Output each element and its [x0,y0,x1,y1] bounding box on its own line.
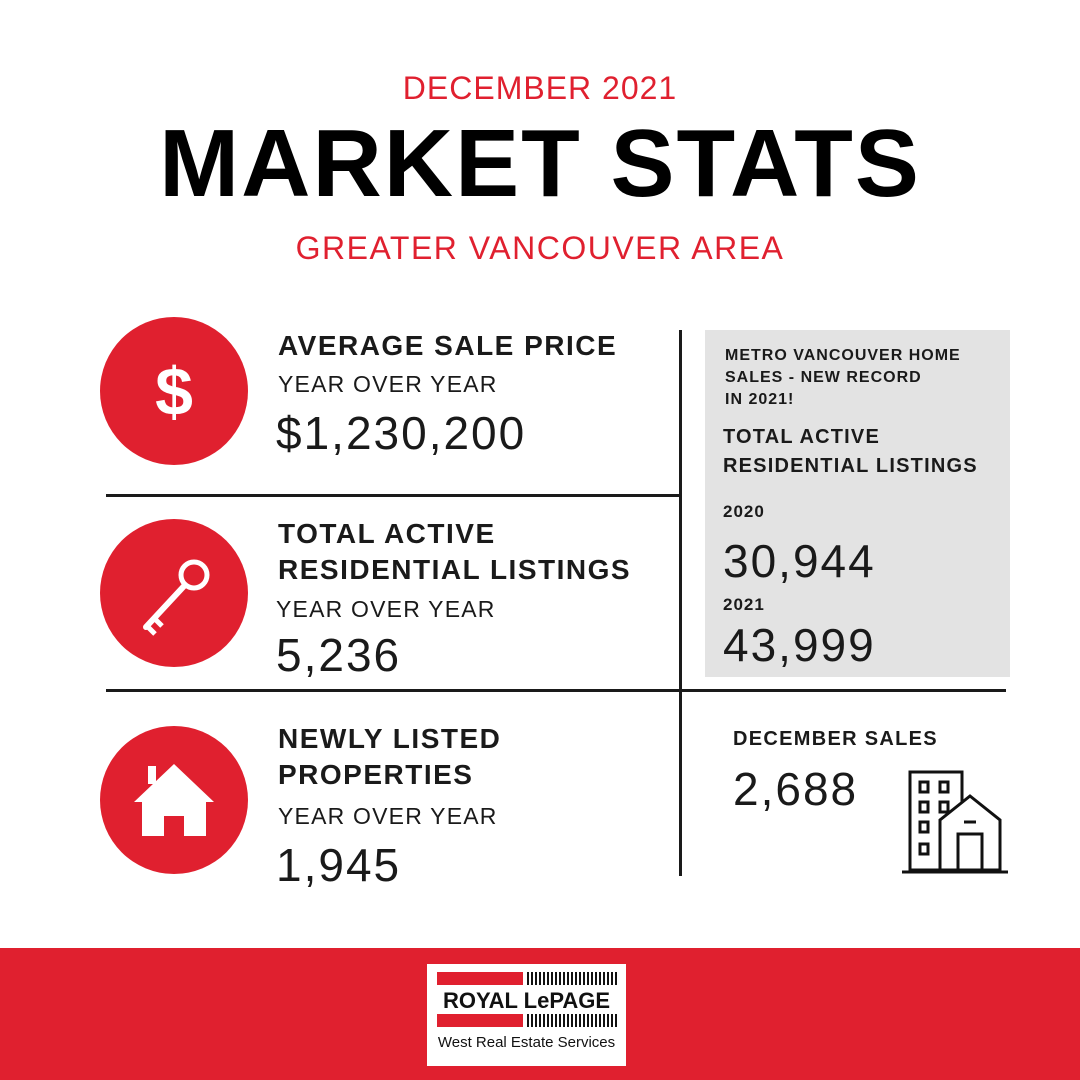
stat-title-active-listings-line1: TOTAL ACTIVE [278,518,496,549]
dollar-icon: $ [100,317,248,465]
svg-text:$: $ [155,354,193,430]
stat-value-active-listings: 5,236 [276,629,402,681]
royal-lepage-logo: ROYAL LePAGE West Real Estate Services [427,964,626,1066]
december-sales-title: DECEMBER SALES [733,728,938,750]
stat-title-newly-listed-line2: PROPERTIES [278,759,474,790]
record-note-line3: IN 2021! [725,391,795,408]
logo-red-bar-bottom [437,1014,523,1027]
december-sales-value: 2,688 [733,763,859,815]
stat-title-active-listings-line2: RESIDENTIAL LISTINGS [278,554,632,585]
stat-sub-active-listings: YEAR OVER YEAR [276,596,496,622]
listings-2020-value: 30,944 [723,535,876,587]
stat-value-newly-listed: 1,945 [276,839,402,891]
stat-sub-newly-listed: YEAR OVER YEAR [278,803,498,829]
vertical-divider [679,330,682,876]
year-label-2020: 2020 [723,502,765,521]
stat-value-average-sale-price: $1,230,200 [276,407,527,459]
page-title: MARKET STATS [159,110,921,217]
record-highlight-box [705,330,1010,677]
region-subtitle: GREATER VANCOUVER AREA [295,230,785,266]
house-icon [100,726,248,874]
box-title-line2: RESIDENTIAL LISTINGS [723,455,978,477]
logo-tagline: West Real Estate Services [437,1034,616,1051]
divider-line-2 [106,689,1006,692]
year-label-2021: 2021 [723,595,765,614]
stat-title-newly-listed-line1: NEWLY LISTED [278,723,502,754]
listings-2021-value: 43,999 [723,619,876,671]
stat-title-average-sale-price: AVERAGE SALE PRICE [278,330,618,361]
record-note-line1: METRO VANCOUVER HOME [725,347,961,364]
box-title-line1: TOTAL ACTIVE [723,426,880,448]
logo-stripes-top [527,972,617,985]
buildings-icon [900,768,1010,876]
logo-red-bar-top [437,972,523,985]
key-icon [100,519,248,667]
stat-sub-average-sale-price: YEAR OVER YEAR [278,371,498,397]
logo-name: ROYAL LePAGE [442,988,611,1013]
date-heading: DECEMBER 2021 [402,70,678,106]
record-note-line2: SALES - NEW RECORD [725,369,922,386]
logo-stripes-bottom [527,1014,617,1027]
divider-line-1 [106,494,680,497]
